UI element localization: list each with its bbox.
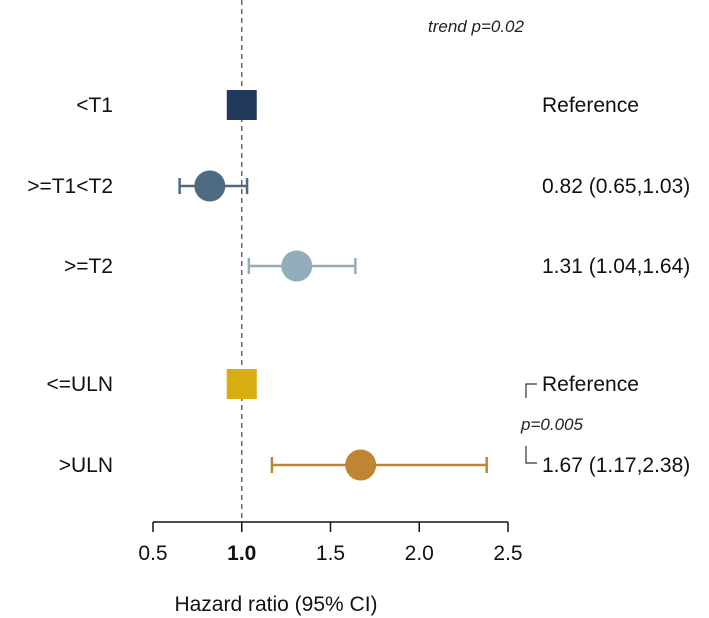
x-tick-label: 2.0 (405, 542, 434, 565)
forest-row: >=T2 1.31 (1.04,1.64) (64, 250, 690, 282)
group2-bracket (525, 383, 537, 464)
trend-p-annotation: trend p=0.02 (428, 17, 524, 36)
forest-row: <T1 Reference (76, 90, 639, 120)
row-label: >=T2 (64, 255, 113, 278)
forest-row: >=T1<T2 0.82 (0.65,1.03) (27, 170, 690, 202)
group2-p-annotation: p=0.005 (520, 415, 583, 434)
x-axis: 0.5 1.0 1.5 2.0 2.5 (138, 521, 523, 565)
x-tick-label: 0.5 (138, 542, 167, 565)
estimate-point (194, 170, 226, 202)
x-axis-title: Hazard ratio (95% CI) (174, 593, 377, 616)
estimate-text: 1.31 (1.04,1.64) (542, 255, 690, 278)
row-label: >ULN (59, 454, 113, 477)
row-label: >=T1<T2 (27, 175, 113, 198)
estimate-square (226, 90, 257, 120)
x-tick-label: 2.5 (493, 542, 522, 565)
forest-row: <=ULN Reference (46, 369, 639, 399)
estimate-text: 1.67 (1.17,2.38) (542, 454, 690, 477)
x-tick-label: 1.0 (227, 542, 256, 565)
estimate-text: 0.82 (0.65,1.03) (542, 175, 690, 198)
estimate-text: Reference (542, 94, 639, 117)
x-tick-label: 1.5 (316, 542, 345, 565)
estimate-square (226, 369, 257, 399)
estimate-point (345, 449, 377, 481)
row-label: <=ULN (46, 373, 113, 396)
estimate-text: Reference (542, 373, 639, 396)
forest-rows: <T1 Reference >=T1<T2 0.82 (0.65,1.03) >=T2 1… (27, 90, 690, 481)
row-label: <T1 (76, 94, 113, 117)
estimate-point (281, 250, 313, 282)
forest-row: >ULN 1.67 (1.17,2.38) (59, 449, 690, 481)
